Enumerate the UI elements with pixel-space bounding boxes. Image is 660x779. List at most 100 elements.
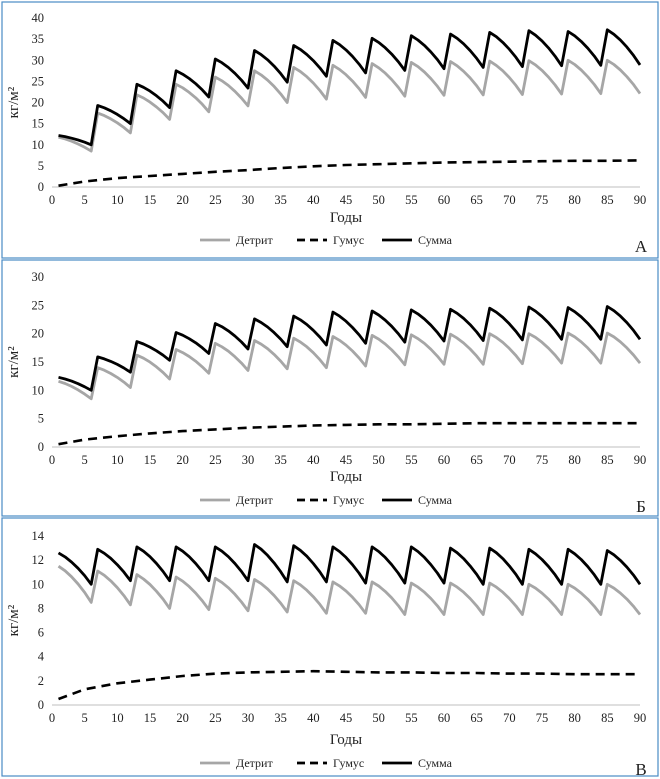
- y-tick-label: 25: [32, 74, 45, 88]
- y-tick-label: 0: [38, 180, 44, 194]
- x-tick-label: 40: [307, 453, 320, 467]
- x-tick-label: 30: [242, 193, 255, 207]
- x-tick-label: 30: [242, 711, 255, 725]
- x-tick-label: 75: [536, 193, 549, 207]
- x-tick-label: 90: [634, 711, 647, 725]
- x-tick-label: 60: [438, 193, 451, 207]
- x-tick-label: 50: [372, 193, 385, 207]
- series-line-Гумус: [58, 669, 640, 701]
- x-tick-label: 25: [209, 193, 222, 207]
- y-tick-label: 6: [38, 626, 44, 640]
- legend-label: Детрит: [236, 493, 273, 507]
- y-tick-label: 25: [32, 298, 45, 312]
- y-axis-title: кг/м²: [6, 604, 22, 636]
- x-tick-label: 50: [372, 711, 385, 725]
- y-tick-label: 5: [38, 159, 44, 173]
- x-tick-label: 0: [49, 453, 55, 467]
- x-tick-label: 90: [634, 453, 647, 467]
- x-tick-label: 60: [438, 453, 451, 467]
- x-tick-label: 80: [568, 453, 581, 467]
- x-tick-label: 90: [634, 193, 647, 207]
- x-tick-label: 65: [470, 193, 483, 207]
- panel-frame-c: [1, 517, 659, 777]
- panel-letter: В: [635, 760, 646, 779]
- series-line-Сумма: [58, 305, 642, 392]
- x-tick-label: 75: [536, 711, 549, 725]
- panel-frame-b: [1, 259, 659, 517]
- x-tick-label: 85: [601, 711, 614, 725]
- legend-label: Сумма: [418, 233, 453, 247]
- legend-label: Сумма: [418, 756, 453, 770]
- x-axis-title: Годы: [330, 469, 362, 485]
- x-tick-label: 20: [176, 711, 189, 725]
- x-tick-label: 45: [340, 711, 353, 725]
- x-tick-label: 30: [242, 453, 255, 467]
- x-tick-label: 0: [49, 193, 55, 207]
- y-tick-label: 8: [38, 601, 44, 615]
- y-axis-title: кг/м²: [6, 346, 22, 378]
- x-tick-label: 55: [405, 193, 418, 207]
- x-tick-label: 10: [111, 193, 124, 207]
- x-tick-label: 25: [209, 711, 222, 725]
- y-tick-label: 15: [32, 117, 45, 131]
- x-tick-label: 70: [503, 711, 516, 725]
- y-tick-label: 10: [32, 138, 45, 152]
- x-tick-label: 35: [274, 711, 287, 725]
- chart-panel-a: 0 5 10 15 20 25 30 35 40 0 5 10 15 20 25 30 35 40 45 50 55 60…: [1, 1, 659, 259]
- y-tick-label: 35: [32, 32, 45, 46]
- x-tick-label: 85: [601, 453, 614, 467]
- series-line-Сумма: [58, 28, 642, 147]
- x-tick-label: 85: [601, 193, 614, 207]
- x-tick-label: 65: [470, 711, 483, 725]
- series-line-Детрит: [57, 565, 642, 616]
- y-tick-label: 12: [32, 553, 45, 567]
- chart-panel-b: 0 5 10 15 20 25 30 0 5 10 15 20 25 30 35 40 45 50 55 60 65 70…: [1, 259, 659, 517]
- x-tick-label: 55: [405, 453, 418, 467]
- series-line-Детрит: [58, 331, 642, 401]
- y-tick-label: 0: [38, 440, 44, 454]
- x-tick-label: 0: [49, 711, 55, 725]
- x-tick-label: 65: [470, 453, 483, 467]
- x-tick-label: 70: [503, 193, 516, 207]
- x-tick-label: 25: [209, 453, 222, 467]
- x-tick-label: 20: [176, 453, 189, 467]
- panel-letter: А: [635, 237, 648, 256]
- y-tick-label: 20: [32, 327, 45, 341]
- y-tick-label: 20: [32, 96, 45, 110]
- y-tick-label: 10: [32, 383, 45, 397]
- x-axis-title: Годы: [330, 732, 362, 748]
- legend-label: Детрит: [236, 756, 273, 770]
- x-tick-label: 5: [82, 453, 88, 467]
- series-line-Гумус: [58, 421, 640, 446]
- y-tick-label: 15: [32, 355, 45, 369]
- legend-label: Гумус: [333, 233, 364, 247]
- x-tick-label: 45: [340, 193, 353, 207]
- panel-frame-a: [1, 1, 659, 259]
- chart-panel-c: 0 2 4 6 8 10 12 14 0 5 10 15 20 25 30 35 40 45 50 55 60 65 70 7…: [1, 517, 659, 779]
- legend-label: Гумус: [333, 493, 364, 507]
- legend-label: Гумус: [333, 756, 364, 770]
- y-tick-label: 0: [38, 698, 44, 712]
- x-tick-label: 55: [405, 711, 418, 725]
- x-tick-label: 10: [111, 453, 124, 467]
- y-tick-label: 2: [38, 674, 44, 688]
- x-tick-label: 75: [536, 453, 549, 467]
- legend-label: Сумма: [418, 493, 453, 507]
- y-tick-label: 40: [32, 11, 45, 25]
- series-line-Гумус: [58, 159, 641, 187]
- series-line-Детрит: [58, 58, 642, 153]
- y-tick-label: 30: [32, 270, 45, 284]
- x-tick-label: 60: [438, 711, 451, 725]
- x-tick-label: 80: [568, 193, 581, 207]
- x-tick-label: 5: [82, 193, 88, 207]
- x-tick-label: 40: [307, 711, 320, 725]
- x-tick-label: 70: [503, 453, 516, 467]
- x-tick-label: 50: [372, 453, 385, 467]
- y-tick-label: 4: [38, 650, 45, 664]
- x-tick-label: 35: [274, 193, 287, 207]
- x-tick-label: 5: [82, 711, 88, 725]
- x-tick-label: 15: [144, 711, 157, 725]
- x-tick-label: 45: [340, 453, 353, 467]
- x-tick-label: 80: [568, 711, 581, 725]
